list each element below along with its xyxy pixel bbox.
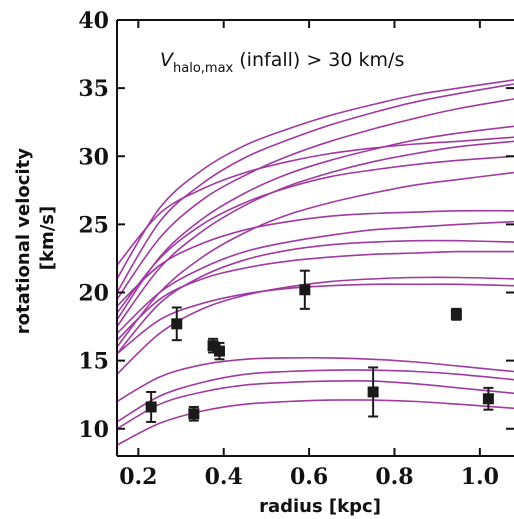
data-marker <box>145 401 157 413</box>
annotation-symbol: V <box>160 49 175 71</box>
y-tick-labels: 10 15 20 25 30 35 40 <box>78 8 109 443</box>
data-marker <box>188 408 200 420</box>
y-tick-label: 10 <box>78 417 109 443</box>
annotation-text: (infall) > 30 km/s <box>233 49 404 71</box>
axes <box>116 19 514 457</box>
data-marker <box>482 393 494 405</box>
model-curve <box>117 220 514 334</box>
y-tick-label: 15 <box>78 349 109 375</box>
data-point <box>450 307 462 321</box>
model-curve <box>117 209 514 307</box>
data-point <box>299 269 311 310</box>
data-marker <box>171 318 183 330</box>
x-tick-label: 0.6 <box>290 464 328 490</box>
data-marker <box>450 308 462 320</box>
data-point <box>145 390 157 423</box>
data-point <box>188 405 200 422</box>
x-tick-labels: 0.2 0.4 0.6 0.8 1.0 <box>119 464 499 490</box>
data-marker <box>367 386 379 398</box>
annotation: Vhalo,max (infall) > 30 km/s <box>160 49 404 76</box>
x-tick-label: 0.8 <box>375 464 413 490</box>
data-point <box>367 366 379 418</box>
model-curve <box>117 83 514 293</box>
data-point <box>213 341 225 361</box>
model-curves <box>117 79 514 446</box>
model-curve <box>117 380 514 430</box>
y-axis-title-line-1: rotational velocity <box>13 148 34 334</box>
data-point <box>171 306 183 342</box>
y-tick-label: 20 <box>78 281 109 307</box>
annotation-subscript: halo,max <box>173 61 234 76</box>
data-marker <box>299 284 311 296</box>
model-curve <box>117 79 514 280</box>
model-curve <box>117 98 514 300</box>
x-axis-title: radius [kpc] <box>259 496 381 517</box>
y-tick-label: 25 <box>78 212 109 238</box>
y-axis-title-line-2: [km/s] <box>37 206 58 270</box>
model-curve <box>117 399 514 446</box>
y-tick-label: 30 <box>78 144 109 170</box>
x-tick-label: 0.4 <box>205 464 243 490</box>
data-point <box>482 386 494 411</box>
model-curve <box>117 155 514 314</box>
y-tick-label: 35 <box>78 76 109 102</box>
model-curve <box>117 239 514 355</box>
model-curve <box>117 171 514 348</box>
y-axis-title: rotational velocity [km/s] <box>13 142 58 334</box>
y-tick-label: 40 <box>78 8 109 34</box>
x-tick-label: 0.2 <box>119 464 157 490</box>
data-marker <box>213 345 225 357</box>
model-curve <box>117 369 514 423</box>
model-curve <box>117 125 514 321</box>
model-curve <box>117 136 514 266</box>
data-marker <box>207 340 219 352</box>
data-points <box>145 269 494 423</box>
model-curve <box>117 140 514 328</box>
x-tick-label: 1.0 <box>461 464 499 490</box>
model-curve <box>117 250 514 341</box>
model-curve <box>117 356 514 403</box>
